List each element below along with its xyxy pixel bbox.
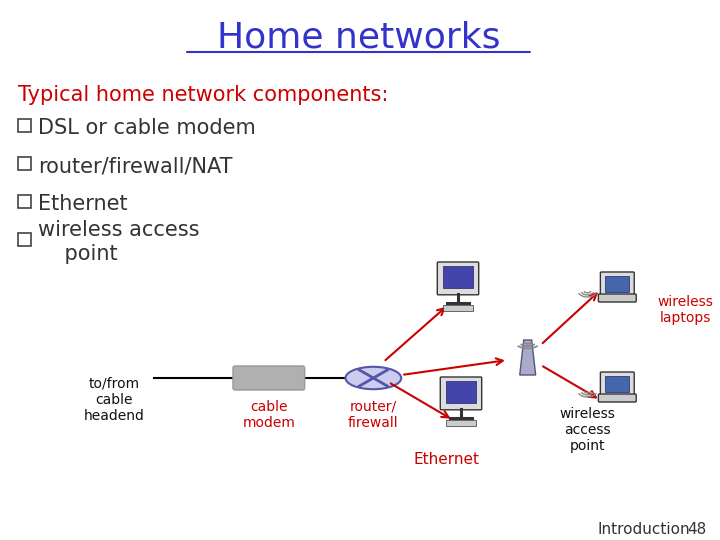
Polygon shape xyxy=(520,340,536,375)
FancyBboxPatch shape xyxy=(437,262,479,295)
Bar xyxy=(18,195,31,208)
Text: Ethernet: Ethernet xyxy=(413,453,479,468)
Text: 48: 48 xyxy=(688,523,706,537)
Ellipse shape xyxy=(346,367,401,389)
FancyBboxPatch shape xyxy=(598,394,636,402)
Text: DSL or cable modem: DSL or cable modem xyxy=(38,118,256,138)
FancyBboxPatch shape xyxy=(600,272,634,296)
FancyBboxPatch shape xyxy=(233,366,305,390)
FancyBboxPatch shape xyxy=(598,294,636,302)
Text: Introduction: Introduction xyxy=(598,523,690,537)
Bar xyxy=(18,233,31,246)
FancyBboxPatch shape xyxy=(600,372,634,396)
Bar xyxy=(606,276,629,292)
Bar xyxy=(443,266,473,288)
Text: wireless access
    point: wireless access point xyxy=(38,220,199,264)
Bar xyxy=(446,381,477,403)
Bar xyxy=(443,305,473,312)
Bar xyxy=(18,157,31,170)
Text: Ethernet: Ethernet xyxy=(38,194,127,214)
Text: to/from
cable
headend: to/from cable headend xyxy=(84,377,145,423)
Text: cable
modem: cable modem xyxy=(243,400,295,430)
Text: Typical home network components:: Typical home network components: xyxy=(18,85,388,105)
Bar xyxy=(18,119,31,132)
FancyBboxPatch shape xyxy=(440,377,482,410)
Text: router/firewall/NAT: router/firewall/NAT xyxy=(38,156,233,176)
Bar xyxy=(446,420,477,427)
Bar xyxy=(606,376,629,392)
Text: wireless
laptops: wireless laptops xyxy=(657,295,713,325)
Text: Home networks: Home networks xyxy=(217,21,500,55)
Text: router/
firewall: router/ firewall xyxy=(348,400,399,430)
Text: wireless
access
point: wireless access point xyxy=(559,407,616,453)
